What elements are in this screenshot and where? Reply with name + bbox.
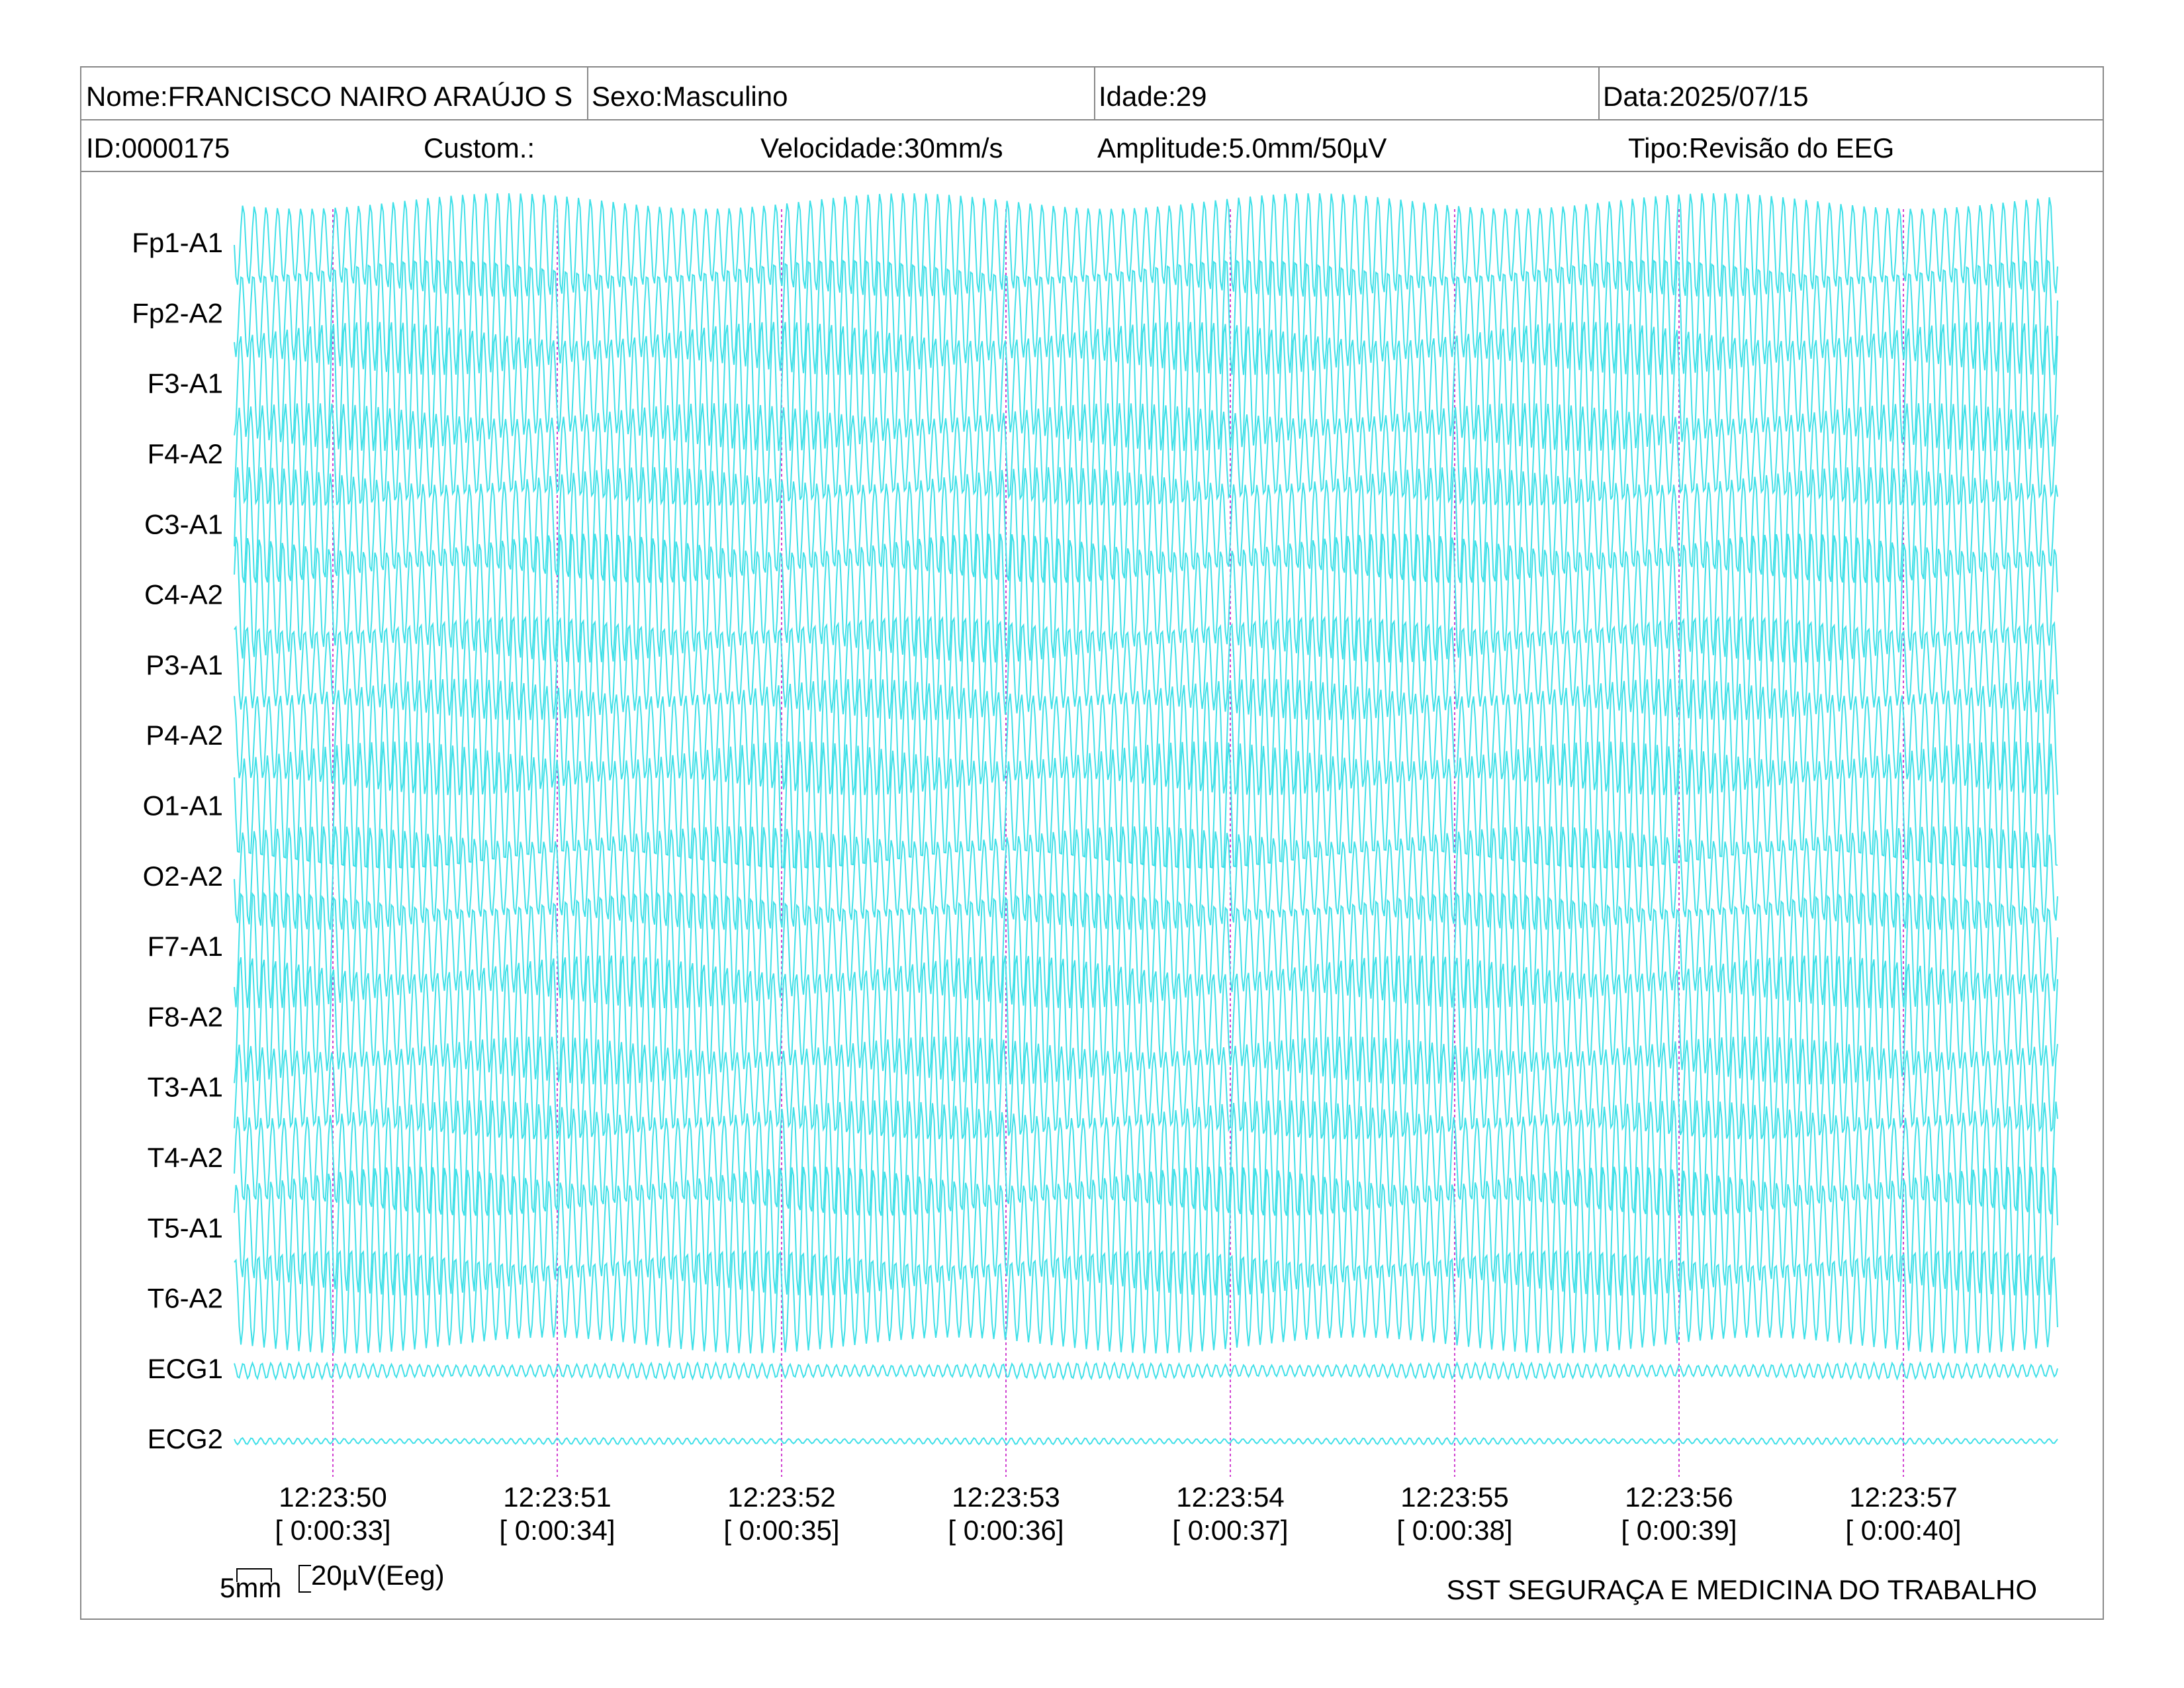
eeg-trace [234, 534, 2058, 663]
eeg-trace [234, 826, 2058, 930]
header-field: Custom.: [424, 132, 535, 164]
channel-label: T3-A1 [148, 1072, 223, 1103]
eeg-trace [234, 403, 2058, 506]
time-label: 12:23:50 [279, 1481, 387, 1513]
eeg-trace [234, 955, 2058, 1085]
eeg-trace [234, 322, 2058, 451]
header-field: Amplitude:5.0mm/50µV [1097, 132, 1387, 164]
channel-label: Fp2-A2 [132, 297, 223, 328]
elapsed-label: [ 0:00:38] [1396, 1515, 1512, 1546]
channel-label: C3-A1 [144, 508, 223, 539]
time-label: 12:23:56 [1625, 1481, 1733, 1513]
header-field: ID:0000175 [86, 132, 230, 164]
header-field: Idade:29 [1099, 81, 1207, 112]
channel-label: F4-A2 [148, 438, 223, 469]
eeg-trace [234, 679, 2058, 796]
time-label: 12:23:51 [503, 1481, 612, 1513]
time-label: 12:23:53 [952, 1481, 1060, 1513]
channel-label: P3-A1 [146, 649, 223, 680]
elapsed-label: [ 0:00:33] [275, 1515, 390, 1546]
channel-label: T5-A1 [148, 1212, 223, 1243]
scale-bracket [236, 1568, 272, 1582]
header-field: Tipo:Revisão do EEG [1628, 132, 1894, 164]
eeg-trace [234, 1100, 2058, 1216]
eeg-trace [234, 892, 2058, 1008]
eeg-trace [234, 193, 2058, 297]
channel-label: F8-A2 [148, 1001, 223, 1032]
eeg-trace [234, 741, 2058, 869]
time-label: 12:23:57 [1849, 1481, 1958, 1513]
eeg-trace [234, 1036, 2058, 1140]
channel-label: T4-A2 [148, 1142, 223, 1173]
time-label: 12:23:55 [1400, 1481, 1509, 1513]
channel-label: P4-A2 [146, 720, 223, 751]
content: Nome:FRANCISCO NAIRO ARAÚJO S Sexo:Mascul… [86, 81, 2058, 1605]
header-field: Sexo:Masculino [592, 81, 788, 112]
channel-label: O1-A1 [143, 790, 223, 821]
header-field: Nome:FRANCISCO NAIRO ARAÚJO S [86, 81, 572, 112]
scale-bracket [298, 1565, 311, 1593]
eeg-trace [234, 616, 2058, 720]
eeg-trace [234, 1360, 2058, 1381]
scale-amplitude: 20µV(Eeg) [311, 1560, 445, 1591]
channel-label: ECG1 [148, 1353, 223, 1384]
elapsed-label: [ 0:00:39] [1621, 1515, 1737, 1546]
header-field: Data:2025/07/15 [1603, 81, 1809, 112]
time-label: 12:23:54 [1176, 1481, 1285, 1513]
channel-label: T6-A2 [148, 1283, 223, 1314]
footer: SST SEGURAÇA E MEDICINA DO TRABALHO [1447, 1574, 2037, 1605]
time-label: 12:23:52 [727, 1481, 836, 1513]
eeg-trace [234, 1166, 2058, 1296]
elapsed-label: [ 0:00:40] [1845, 1515, 1961, 1546]
channel-label: Fp1-A1 [132, 227, 223, 258]
channel-label: F7-A1 [148, 931, 223, 962]
channel-label: ECG2 [148, 1423, 223, 1454]
eeg-trace [234, 1436, 2058, 1446]
eeg-trace [234, 1250, 2058, 1354]
elapsed-label: [ 0:00:34] [499, 1515, 615, 1546]
eeg-trace [234, 467, 2058, 583]
scale-width: 5mm [220, 1572, 281, 1603]
channel-label: C4-A2 [144, 579, 223, 610]
eeg-trace [234, 259, 2058, 375]
channel-label: O2-A2 [143, 861, 223, 892]
elapsed-label: [ 0:00:37] [1172, 1515, 1288, 1546]
page-border [80, 66, 2104, 1620]
header-field: Velocidade:30mm/s [760, 132, 1003, 164]
channel-label: F3-A1 [148, 368, 223, 399]
elapsed-label: [ 0:00:35] [723, 1515, 839, 1546]
elapsed-label: [ 0:00:36] [948, 1515, 1064, 1546]
